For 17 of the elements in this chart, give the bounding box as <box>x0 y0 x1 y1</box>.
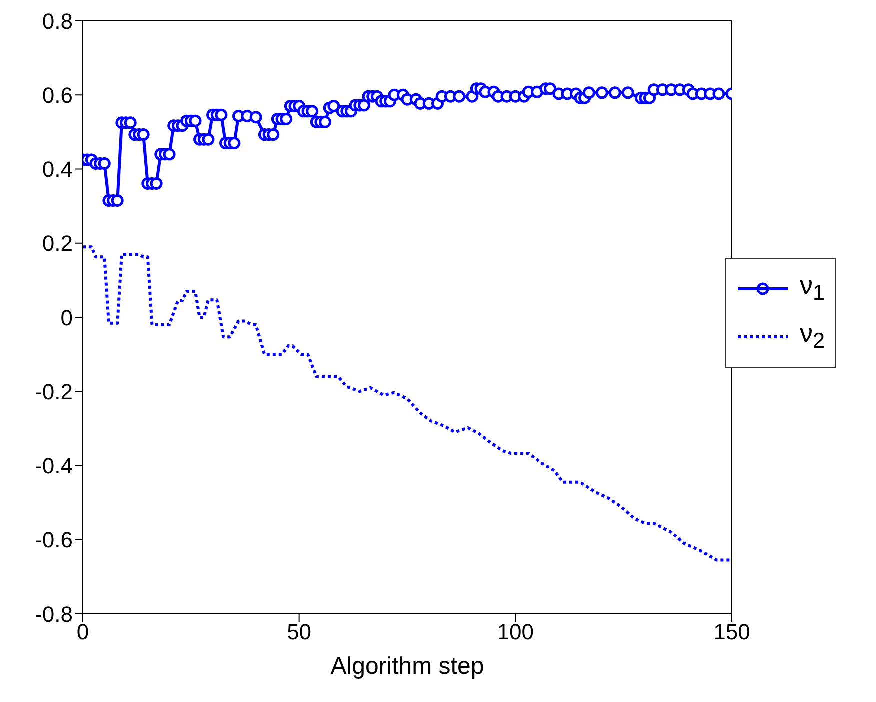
x-tick-label: 0 <box>76 620 90 645</box>
legend-label: ν$_{1}$ <box>800 269 825 308</box>
y-tick-label: -0.8 <box>35 602 73 627</box>
y-tick-label: 0.4 <box>42 157 73 182</box>
x-axis-title: Algorithm step <box>330 653 484 680</box>
y-tick-label: 0.8 <box>42 8 73 34</box>
y-tick-label: 0.2 <box>42 231 73 256</box>
x-tick-label: 100 <box>497 620 534 645</box>
y-tick-label: -0.4 <box>35 454 73 479</box>
x-tick-label: 150 <box>714 620 750 645</box>
y-tick-label: 0 <box>60 305 73 330</box>
y-tick-label: -0.2 <box>35 379 73 404</box>
legend-label: ν$_{2}$ <box>800 317 825 356</box>
y-tick-label: 0.6 <box>42 82 73 108</box>
y-tick-label: -0.6 <box>35 528 73 553</box>
line-series <box>83 246 732 562</box>
x-tick-label: 50 <box>287 620 312 645</box>
